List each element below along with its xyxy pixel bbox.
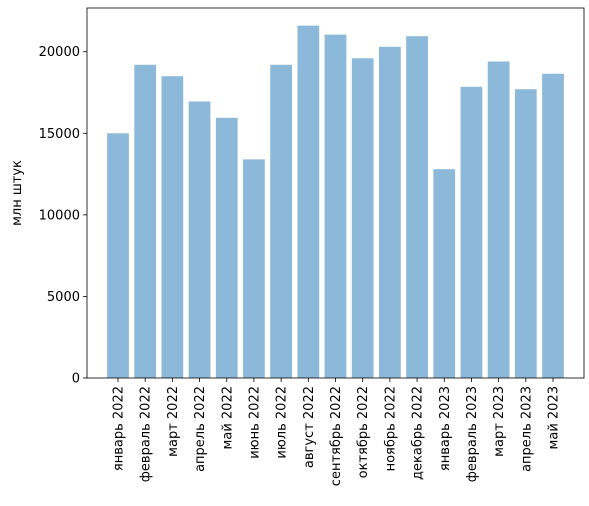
bar <box>324 34 347 379</box>
x-tick-label: январь 2023 <box>438 386 453 471</box>
bar <box>514 89 537 379</box>
bar <box>487 61 510 378</box>
bar <box>107 133 129 378</box>
x-tick-label: январь 2022 <box>111 386 126 471</box>
y-tick-label: 0 <box>72 372 80 387</box>
bar <box>188 101 211 378</box>
x-tick-label: июль 2022 <box>275 386 290 459</box>
y-tick-label: 20000 <box>39 45 80 60</box>
x-tick-label: февраль 2023 <box>465 386 480 482</box>
bar <box>542 73 564 378</box>
bar <box>243 159 265 378</box>
x-tick-label: декабрь 2022 <box>411 386 426 480</box>
y-tick-label: 15000 <box>39 127 80 142</box>
bar <box>215 117 238 378</box>
x-tick-label: ноябрь 2022 <box>383 386 398 471</box>
bar <box>379 46 401 378</box>
y-tick-label: 5000 <box>47 290 80 305</box>
x-tick-label: март 2022 <box>166 386 181 457</box>
x-tick-label: июнь 2022 <box>247 386 262 459</box>
x-tick-label: апрель 2023 <box>519 386 534 472</box>
x-tick-label: март 2023 <box>492 386 507 457</box>
bar <box>134 64 157 379</box>
bar <box>161 76 184 378</box>
x-tick-label: август 2022 <box>302 386 317 468</box>
bar <box>406 36 428 378</box>
x-tick-label: май 2022 <box>220 386 235 449</box>
y-axis: 0 5000 10000 15000 20000 <box>39 45 87 387</box>
x-tick-label: февраль 2022 <box>139 386 154 482</box>
bar <box>460 86 483 379</box>
y-tick-label: 10000 <box>39 208 80 223</box>
y-axis-label: млн штук <box>10 160 25 226</box>
x-axis: январь 2022 февраль 2022 март 2022 апрель 2… <box>111 378 562 486</box>
x-tick-label: апрель 2022 <box>193 386 208 472</box>
bar <box>433 169 456 378</box>
x-tick-label: сентябрь 2022 <box>329 386 344 486</box>
bar <box>297 25 320 379</box>
bar <box>351 58 374 378</box>
x-tick-label: май 2023 <box>547 386 562 449</box>
bar <box>270 64 292 379</box>
bars-group <box>107 25 564 379</box>
x-tick-label: октябрь 2022 <box>356 386 371 478</box>
